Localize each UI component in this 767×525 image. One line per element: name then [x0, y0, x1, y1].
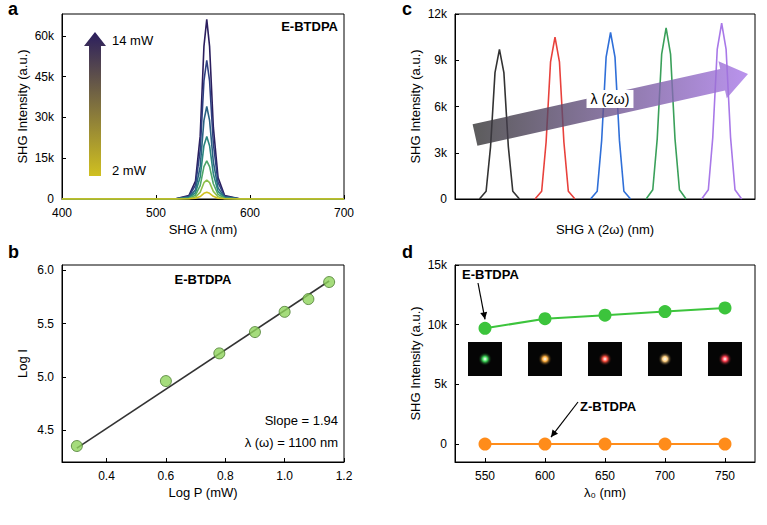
svg-text:c: c [402, 0, 412, 19]
svg-text:9k: 9k [434, 53, 448, 67]
svg-text:1.0: 1.0 [276, 469, 293, 483]
svg-text:0.8: 0.8 [217, 469, 234, 483]
svg-text:15k: 15k [428, 258, 448, 272]
svg-text:0: 0 [440, 192, 447, 206]
svg-text:E-BTDPA: E-BTDPA [175, 272, 232, 287]
svg-text:E-BTDPA: E-BTDPA [281, 19, 338, 34]
svg-text:400: 400 [52, 206, 72, 220]
svg-text:5.5: 5.5 [37, 317, 54, 331]
svg-text:d: d [402, 242, 413, 262]
svg-text:700: 700 [655, 469, 675, 483]
svg-text:550: 550 [475, 469, 495, 483]
svg-text:b: b [8, 242, 19, 262]
svg-text:60k: 60k [35, 29, 55, 43]
svg-text:600: 600 [240, 206, 260, 220]
svg-text:SHG Intensity (a.u.): SHG Intensity (a.u.) [15, 49, 30, 163]
svg-text:Z-BTDPA: Z-BTDPA [580, 399, 637, 414]
svg-text:0.6: 0.6 [158, 469, 175, 483]
svg-text:λ (ω) = 1100 nm: λ (ω) = 1100 nm [245, 435, 338, 450]
svg-text:0.4: 0.4 [98, 469, 115, 483]
svg-text:E-BTDPA: E-BTDPA [462, 267, 519, 282]
svg-text:λ (2ω): λ (2ω) [591, 91, 630, 107]
svg-text:SHG λ (nm): SHG λ (nm) [169, 222, 238, 237]
svg-text:SHG Intensity (a.u.): SHG Intensity (a.u.) [408, 306, 423, 420]
svg-text:5.0: 5.0 [37, 370, 54, 384]
svg-text:a: a [8, 0, 19, 19]
svg-text:Log P (mW): Log P (mW) [168, 485, 237, 500]
svg-text:SHG Intensity (a.u.): SHG Intensity (a.u.) [408, 49, 423, 163]
svg-text:SHG λ (2ω) (nm): SHG λ (2ω) (nm) [556, 222, 654, 237]
svg-text:6.0: 6.0 [37, 263, 54, 277]
svg-text:6k: 6k [434, 100, 448, 114]
svg-text:750: 750 [715, 469, 735, 483]
svg-text:45k: 45k [35, 70, 55, 84]
svg-text:3k: 3k [434, 146, 448, 160]
svg-text:0: 0 [440, 437, 447, 451]
svg-text:14 mW: 14 mW [112, 33, 154, 48]
svg-text:15k: 15k [35, 151, 55, 165]
svg-text:12k: 12k [428, 7, 448, 21]
svg-text:10k: 10k [428, 318, 448, 332]
svg-text:700: 700 [334, 206, 354, 220]
svg-text:2 mW: 2 mW [112, 163, 147, 178]
svg-text:500: 500 [146, 206, 166, 220]
svg-text:λ₀ (nm): λ₀ (nm) [584, 485, 626, 500]
svg-text:5k: 5k [434, 377, 448, 391]
svg-text:1.2: 1.2 [336, 469, 353, 483]
svg-text:Slope = 1.94: Slope = 1.94 [265, 413, 338, 428]
svg-text:Log I: Log I [15, 349, 30, 378]
svg-text:0: 0 [47, 192, 54, 206]
svg-text:4.5: 4.5 [37, 423, 54, 437]
svg-text:600: 600 [535, 469, 555, 483]
svg-text:30k: 30k [35, 110, 55, 124]
svg-text:650: 650 [595, 469, 615, 483]
